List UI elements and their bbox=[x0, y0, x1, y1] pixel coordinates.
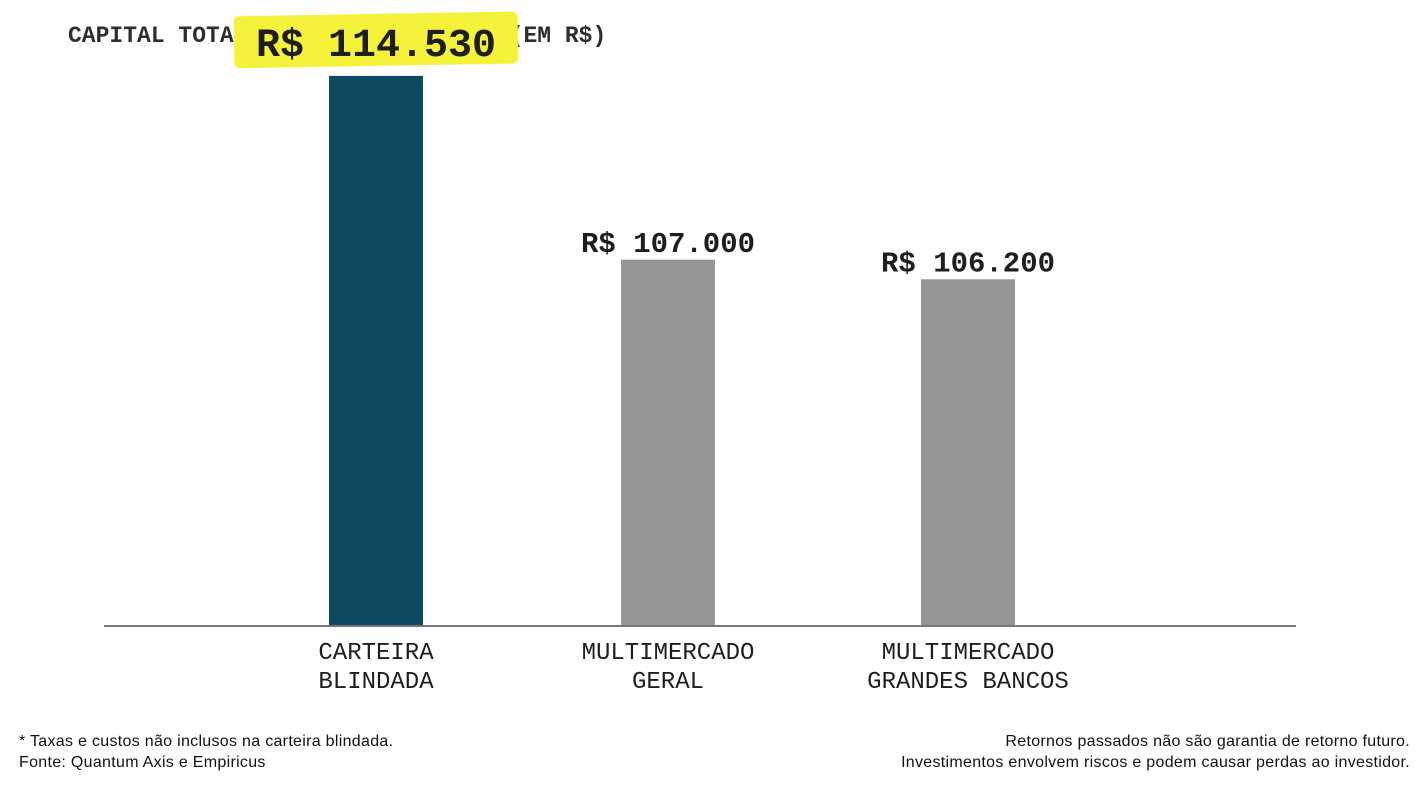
disclaimer-risks: Investimentos envolvem riscos e podem ca… bbox=[901, 754, 1410, 771]
data-label-2: R$ 107.000 bbox=[581, 228, 755, 261]
disclaimer-past-returns: Retornos passados não são garantia de re… bbox=[1005, 733, 1410, 750]
category-label-3-line-2: GRANDES BANCOS bbox=[867, 669, 1069, 696]
bar-2 bbox=[621, 259, 715, 626]
footnote-source: Fonte: Quantum Axis e Empiricus bbox=[19, 754, 266, 771]
category-label-3-line-1: MULTIMERCADO bbox=[882, 640, 1055, 667]
category-label-1-line-1: CARTEIRA bbox=[318, 640, 434, 667]
category-label-2-line-1: MULTIMERCADO bbox=[582, 640, 755, 667]
category-label-1-line-2: BLINDADA bbox=[318, 669, 434, 696]
data-label-1: R$ 114.530 bbox=[256, 24, 496, 69]
footnote-left: * Taxas e custos não inclusos na carteir… bbox=[19, 731, 393, 773]
footnote-right: Retornos passados não são garantia de re… bbox=[901, 731, 1410, 773]
bar-3 bbox=[921, 279, 1015, 626]
category-label-2-line-2: GERAL bbox=[632, 669, 704, 696]
footnote-fees: * Taxas e custos não inclusos na carteir… bbox=[19, 733, 394, 750]
highlight-marker bbox=[233, 11, 519, 69]
data-label-3: R$ 106.200 bbox=[881, 247, 1055, 280]
bar-1 bbox=[329, 75, 423, 626]
